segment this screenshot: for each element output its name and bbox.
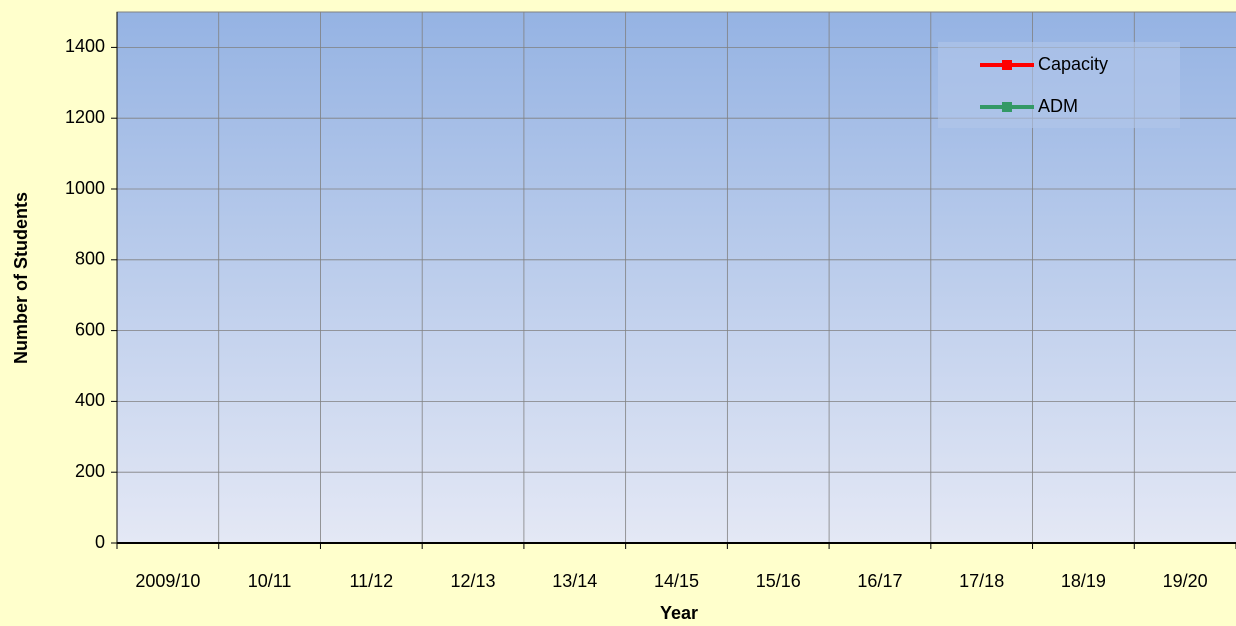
x-axis-title: Year (660, 603, 698, 623)
legend-box (938, 42, 1180, 128)
x-tick-label: 2009/10 (135, 571, 200, 591)
x-tick-label: 17/18 (959, 571, 1004, 591)
x-tick-label: 14/15 (654, 571, 699, 591)
y-tick-label: 1400 (65, 36, 105, 56)
x-tick-label: 12/13 (451, 571, 496, 591)
x-tick-label: 13/14 (552, 571, 597, 591)
legend-marker (1002, 60, 1012, 70)
y-tick-label: 400 (75, 390, 105, 410)
x-tick-label: 18/19 (1061, 571, 1106, 591)
y-tick-label: 0 (95, 532, 105, 552)
legend: Capacity ADM (938, 42, 1180, 128)
legend-label: Capacity (1038, 54, 1108, 74)
x-tick-label: 11/12 (349, 571, 393, 591)
y-axis-title: Number of Students (11, 192, 31, 364)
legend-label: ADM (1038, 96, 1078, 116)
y-tick-label: 1000 (65, 178, 105, 198)
x-tick-label: 10/11 (248, 571, 292, 591)
y-tick-label: 600 (75, 319, 105, 339)
y-tick-label: 1200 (65, 107, 105, 127)
x-tick-label: 16/17 (857, 571, 902, 591)
y-tick-label: 800 (75, 249, 105, 269)
y-tick-label: 200 (75, 461, 105, 481)
x-tick-label: 15/16 (756, 571, 801, 591)
x-tick-label: 19/20 (1163, 571, 1208, 591)
legend-marker (1002, 102, 1012, 112)
